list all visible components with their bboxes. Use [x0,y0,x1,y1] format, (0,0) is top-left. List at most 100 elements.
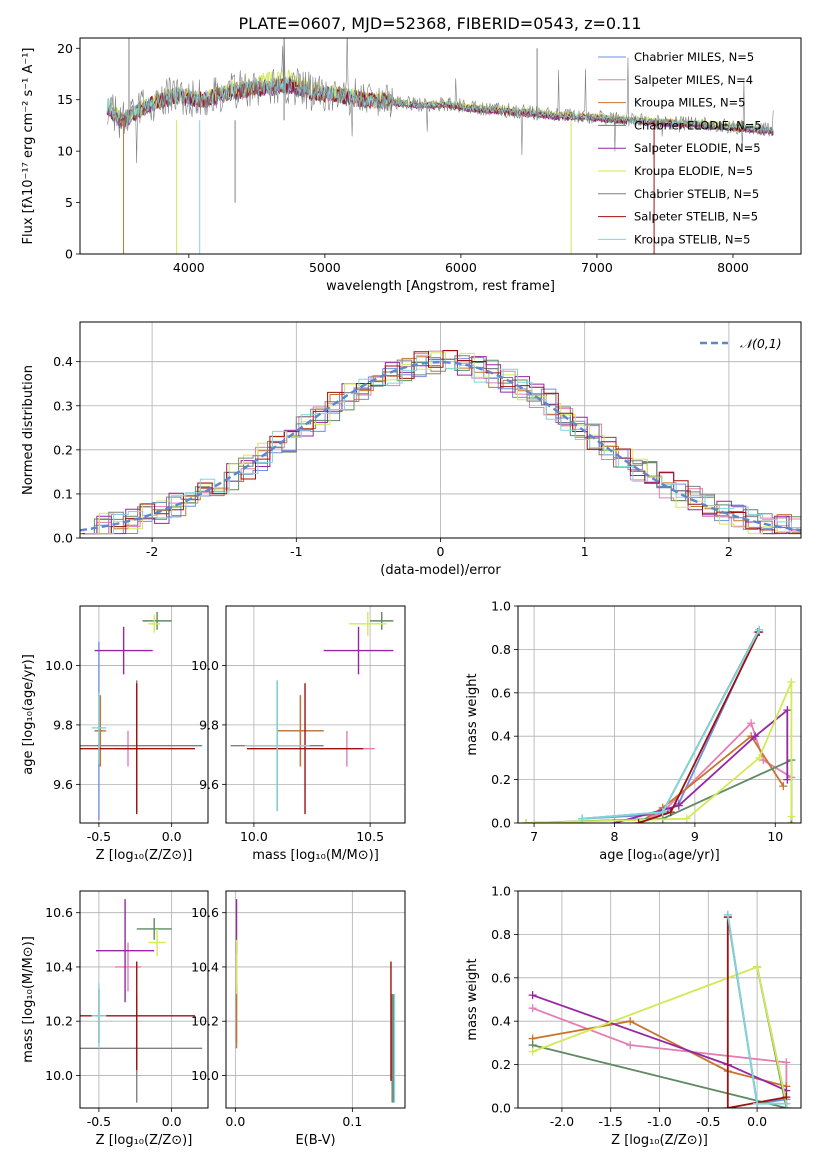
weight-marker [522,819,531,823]
axes-frame [517,890,802,1109]
weight-marker [753,1099,762,1108]
x-tick-label: 10 [767,829,783,844]
y-tick-label: 0 [65,247,73,262]
x-tick-label: 0.0 [162,1114,182,1129]
weight-line [532,1020,787,1088]
x-tick-label: -1 [290,544,302,559]
axes-frame [79,37,802,255]
legend-label: Chabrier ELODIE, N=5 [634,118,762,132]
axes-frame [225,605,406,824]
weight-line [726,917,787,1108]
y-tick-label: 1.0 [491,599,511,614]
legend-label: Salpeter MILES, N=4 [634,73,753,87]
legend-label: Kroupa ELODIE, N=5 [634,164,753,178]
y-tick-label: 0.4 [53,354,73,369]
x-tick-label: -1.0 [647,1114,671,1129]
y-tick-label: 0.3 [53,398,73,413]
y-axis-label: Flux [fλ10⁻¹⁷ erg cm⁻² s⁻¹ A⁻¹] [21,48,36,245]
y-tick-label: 5 [65,195,73,210]
x-tick-label: 2 [725,544,733,559]
x-tick-label: -2 [146,544,158,559]
weight-marker [666,808,675,817]
weight_vs_age-plot-area [522,625,796,823]
weight-marker [755,625,764,634]
weight-marker [753,962,762,971]
legend-label: Chabrier STELIB, N=5 [634,187,759,201]
x-axis-label: (data-model)/error [380,563,501,578]
y-tick-label: 0.4 [491,1014,511,1029]
x-tick-label: 6000 [445,260,477,275]
axes-frame [79,890,209,1109]
y-tick-label: 0.0 [491,816,511,831]
residuals-plot-area [80,350,801,535]
y-tick-label: 10.2 [45,1014,73,1029]
y-tick-label: 0.4 [491,729,511,744]
y-tick-label: 10.2 [191,1014,219,1029]
x-tick-label: 8 [611,829,619,844]
y-tick-label: 15 [57,92,73,107]
y-tick-label: 10.0 [45,1068,73,1083]
x-tick-label: 0.0 [162,829,182,844]
y-tick-label: 0.8 [491,642,511,657]
y-tick-label: 9.8 [199,717,219,732]
y-tick-label: 0.6 [491,970,511,985]
y-tick-label: 10 [57,144,73,159]
weight-marker [658,808,667,817]
y-tick-label: 0.8 [491,927,511,942]
y-tick-label: 10.0 [191,658,219,673]
histogram-step [82,350,801,535]
x-tick-label: 0.0 [225,1114,245,1129]
y-tick-label: 1.0 [491,884,511,899]
weight-marker [626,1041,635,1050]
weight-marker [787,812,796,821]
axes-frame [517,605,802,824]
x-tick-label: -0.5 [87,1114,111,1129]
x-tick-label: 8000 [717,260,749,275]
legend-label: 𝒩(0,1) [740,336,782,351]
weight-marker [528,1004,537,1013]
y-tick-label: 20 [57,41,73,56]
y-tick-label: 0.0 [491,1101,511,1116]
x-axis-label: E(B-V) [295,1133,335,1148]
spectrum-line [106,38,774,164]
x-axis-label: mass [log₁₀(M/M⊙)] [252,848,379,863]
weight-marker [723,910,732,919]
x-tick-label: 4000 [173,260,205,275]
weight-marker [747,719,756,728]
weight-marker [674,801,683,810]
weight-marker [783,775,792,784]
gaussian-curve [80,360,801,532]
y-tick-label: 10.0 [45,658,73,673]
spectrum-plot-area [106,38,774,254]
legend-label: Salpeter ELODIE, N=5 [634,141,761,155]
y-tick-label: 10.6 [45,905,73,920]
y-axis-label: mass [log₁₀(M/M⊙)] [21,936,36,1063]
y-tick-label: 0.2 [491,772,511,787]
x-tick-label: 5000 [309,260,341,275]
x-tick-label: -2.0 [550,1114,574,1129]
y-tick-label: 0.6 [491,685,511,700]
mass_vs_EBV-plot-area [235,899,396,1103]
y-tick-label: 10.4 [45,959,73,974]
x-tick-label: -0.5 [696,1114,720,1129]
y-tick-label: 0.2 [53,442,73,457]
weight-marker [682,814,691,823]
weight-line [638,734,785,823]
weight-marker [787,677,796,686]
x-tick-label: -0.5 [87,829,111,844]
weight-marker [782,1058,791,1067]
weight-marker [779,782,788,791]
y-tick-label: 0.1 [53,486,73,501]
y-tick-label: 0.2 [491,1057,511,1072]
weight-marker [528,1047,537,1056]
legend-label: Salpeter STELIB, N=5 [634,210,758,224]
x-tick-label: 0.0 [747,1114,767,1129]
figure-title: PLATE=0607, MJD=52368, FIBERID=0543, z=0… [238,14,641,33]
y-tick-label: 9.6 [53,777,73,792]
weight-marker [723,1104,732,1108]
weight-marker [626,1017,635,1026]
y-axis-label: Normed distribution [21,365,36,495]
y-axis-label: mass weight [465,673,480,755]
legend-label: Kroupa MILES, N=5 [634,96,746,110]
